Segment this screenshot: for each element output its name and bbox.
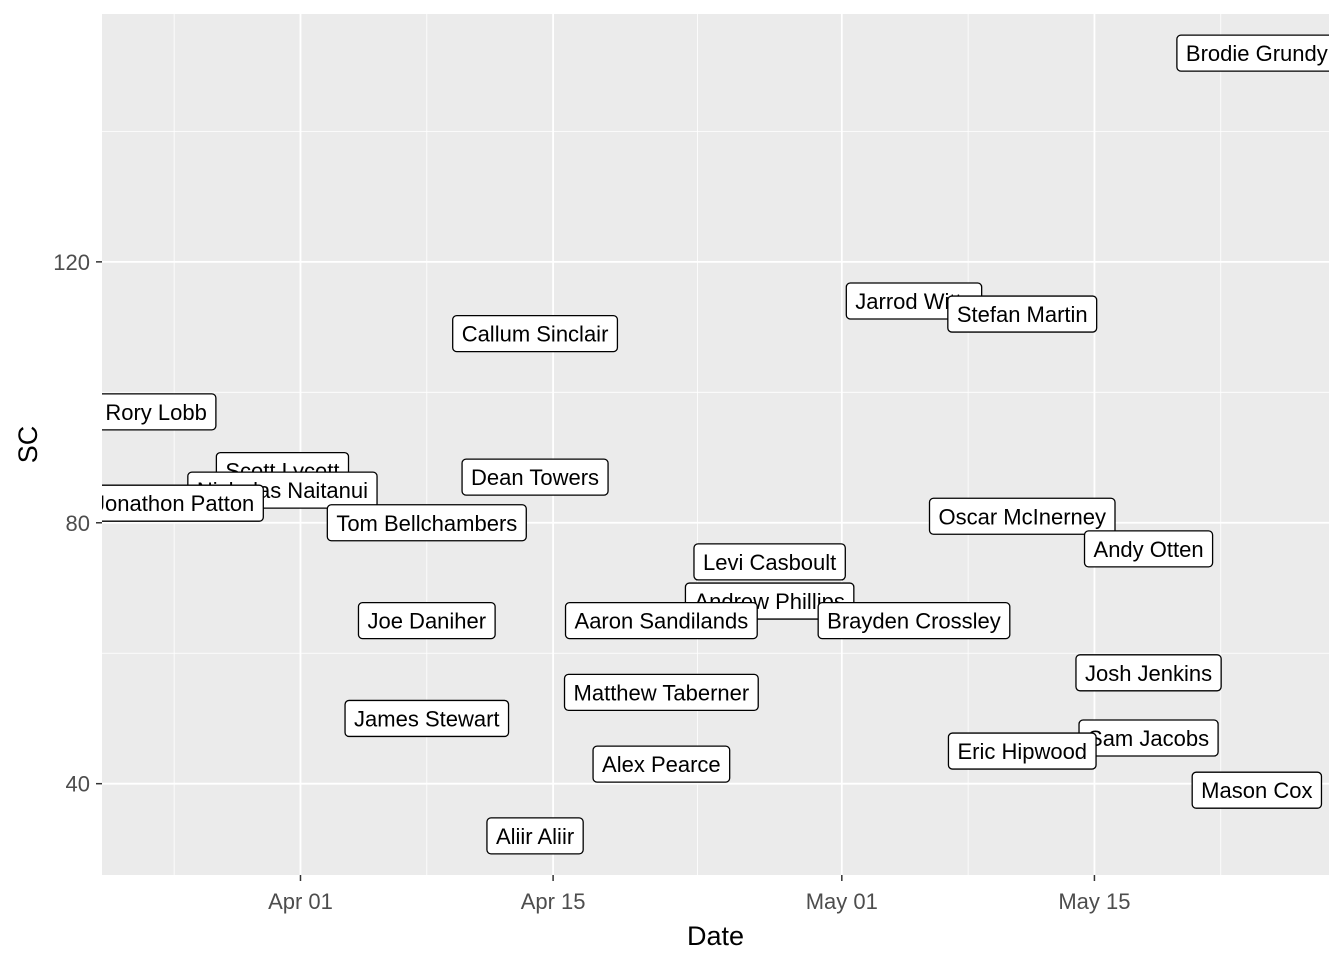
point-label-text: Rory Lobb — [105, 400, 207, 425]
point-label-text: Matthew Taberner — [574, 680, 750, 705]
point-label: Joe Daniher — [357, 601, 496, 640]
x-tick-label: Apr 01 — [268, 889, 333, 914]
point-label: Matthew Taberner — [563, 673, 759, 712]
point-label-text: Jonathon Patton — [94, 491, 254, 516]
point-label: Rory Lobb — [102, 393, 217, 431]
y-tick-label: 80 — [66, 511, 90, 536]
point-label: Callum Sinclair — [452, 314, 619, 353]
point-label-box — [326, 504, 527, 542]
point-label: Brayden Crossley — [817, 601, 1011, 640]
point-label-text: Andy Otten — [1094, 537, 1204, 562]
point-label: Andy Otten — [1083, 530, 1214, 568]
point-label-box — [817, 601, 1011, 640]
point-label: Aaron Sandilands — [564, 601, 758, 640]
y-axis: 40 80 120 — [53, 250, 102, 797]
point-label: Levi Casboult — [693, 543, 846, 581]
point-label-text: Aaron Sandilands — [575, 609, 749, 634]
point-label-text: Alex Pearce — [602, 752, 721, 777]
x-axis: Apr 01 Apr 15 May 01 May 15 — [268, 875, 1131, 914]
point-label: Eric Hipwood — [947, 732, 1097, 770]
point-label-box — [102, 484, 264, 522]
x-tick-label: May 15 — [1058, 889, 1130, 914]
point-label-box — [1075, 654, 1222, 692]
point-label-box — [1176, 34, 1329, 72]
point-label-box — [693, 543, 846, 581]
point-label-text: James Stewart — [354, 706, 500, 731]
point-label-text: Stefan Martin — [957, 302, 1088, 327]
point-label-text: Aliir Aliir — [496, 824, 574, 849]
point-label-text: Tom Bellchambers — [336, 511, 517, 536]
y-tick-label: 40 — [66, 772, 90, 797]
grid-major — [102, 14, 1329, 875]
point-label: Jonathon Patton — [94, 484, 264, 522]
point-label: Stefan Martin — [947, 295, 1098, 333]
point-label-text: Joe Daniher — [367, 609, 486, 634]
point-label: Tom Bellchambers — [326, 504, 527, 542]
point-label-box — [947, 295, 1098, 333]
point-label: Brodie Grundy — [1176, 34, 1329, 72]
point-label-box — [563, 673, 759, 712]
point-label-text: Sam Jacobs — [1088, 726, 1209, 751]
point-label-text: Levi Casboult — [703, 550, 836, 575]
point-label-text: Josh Jenkins — [1085, 661, 1212, 686]
point-label-box — [592, 745, 731, 783]
point-label: Josh Jenkins — [1075, 654, 1222, 692]
point-label-text: Callum Sinclair — [462, 322, 609, 347]
grid-minor — [102, 14, 1329, 875]
point-label-text: Mason Cox — [1201, 778, 1312, 803]
point-label: James Stewart — [344, 699, 510, 738]
point-label-box — [461, 458, 609, 496]
point-label-text: Brayden Crossley — [827, 609, 1001, 634]
point-label-text: Dean Towers — [471, 465, 599, 490]
point-label: Oscar McInerney — [928, 497, 1116, 535]
y-axis-title: SC — [13, 426, 43, 464]
point-label-box — [1083, 530, 1214, 568]
point-label-box — [357, 601, 496, 640]
point-label-box — [102, 393, 217, 431]
point-label-box — [564, 601, 758, 640]
point-label-box — [486, 817, 584, 855]
point-label: Mason Cox — [1191, 771, 1323, 809]
point-label: Dean Towers — [461, 458, 609, 496]
point-label-box — [1191, 771, 1323, 809]
point-label-text: Brodie Grundy — [1186, 41, 1328, 66]
point-label-box — [947, 732, 1097, 770]
point-label: Aliir Aliir — [486, 817, 584, 855]
point-label-box — [344, 699, 510, 738]
point-label-text: Eric Hipwood — [957, 739, 1087, 764]
point-label: Alex Pearce — [592, 745, 731, 783]
x-tick-label: Apr 15 — [521, 889, 586, 914]
point-label: Sam Jacobs — [1078, 719, 1219, 757]
point-label-box — [452, 314, 619, 353]
point-label-box — [928, 497, 1116, 535]
x-tick-label: May 01 — [806, 889, 878, 914]
x-axis-title: Date — [687, 921, 744, 951]
point-label-text: Oscar McInerney — [939, 504, 1107, 529]
y-tick-label: 120 — [53, 250, 90, 275]
